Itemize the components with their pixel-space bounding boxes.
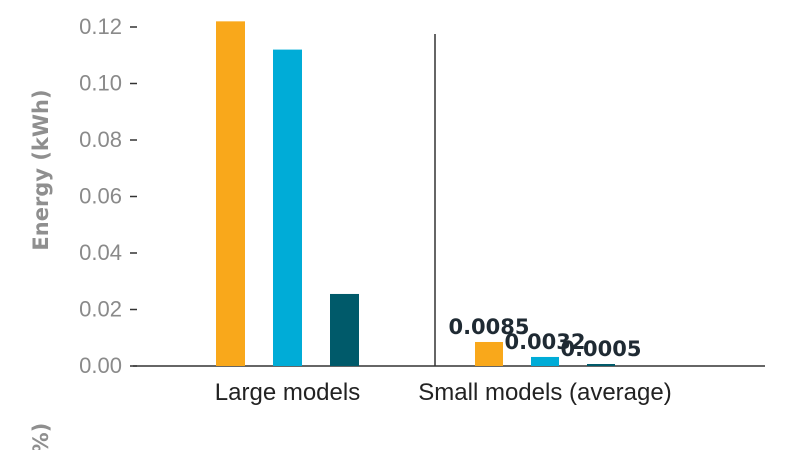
data-label-1-0: 0.0085 (448, 315, 529, 339)
cutoff-text: %) (29, 423, 53, 450)
bar-0-0 (216, 21, 245, 366)
category-label-1: Small models (average) (418, 379, 671, 406)
y-tick-label: 0.12 (79, 14, 122, 39)
y-tick-label: 0.02 (79, 297, 122, 322)
category-labels-layer: Large models Small models (average) (215, 379, 672, 406)
y-axis: 0.00 0.02 0.04 0.06 0.08 0.10 0.12 (79, 14, 137, 378)
category-label-0: Large models (215, 379, 360, 406)
bar-1-2 (587, 364, 615, 366)
bar-0-2 (330, 293, 359, 366)
bars-layer (216, 21, 615, 366)
bar-1-0 (475, 341, 503, 366)
y-tick-label: 0.06 (79, 184, 122, 209)
bar-0-1 (273, 49, 302, 366)
y-axis-title: Energy (kWh) (29, 89, 53, 250)
data-label-1-2: 0.0005 (560, 337, 641, 361)
data-label-1-1: 0.0032 (504, 330, 585, 354)
bar-1-1 (531, 356, 559, 366)
y-tick-label: 0.00 (79, 353, 122, 378)
y-tick-label: 0.04 (79, 240, 122, 265)
y-tick-label: 0.10 (79, 71, 122, 96)
y-tick-label: 0.08 (79, 127, 122, 152)
